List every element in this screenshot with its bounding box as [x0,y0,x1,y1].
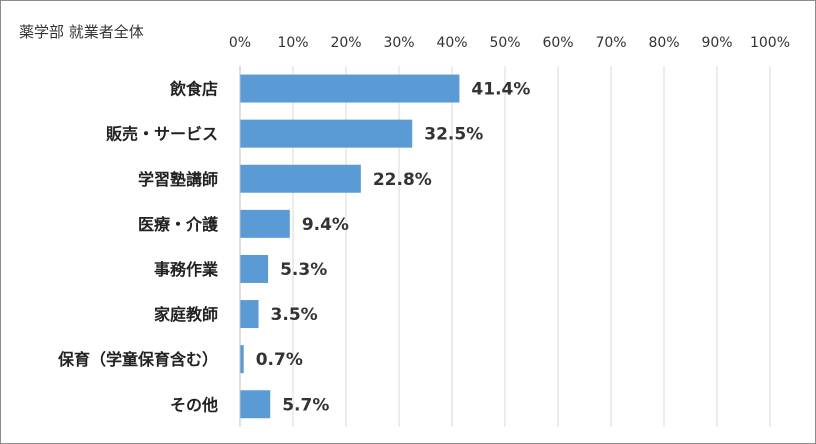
x-tick-label: 80% [648,35,679,51]
category-label: 事務作業 [154,260,219,279]
x-tick-label: 100% [750,35,790,51]
category-label: 学習塾講師 [138,170,218,189]
bar [240,345,244,374]
bar [240,390,271,419]
x-tick-label: 0% [229,35,251,51]
x-tick-label: 10% [277,35,308,51]
chart-title: 薬学部 就業者全体 [19,23,144,41]
x-tick-label: 50% [489,35,520,51]
data-label: 5.3% [280,260,327,280]
bar [240,74,460,103]
category-label: その他 [170,395,218,414]
bar [240,164,361,193]
x-tick-label: 40% [436,35,467,51]
category-label: 飲食店 [169,80,218,99]
data-label: 0.7% [256,350,303,370]
data-label: 22.8% [373,170,432,190]
x-tick-label: 90% [701,35,732,51]
data-label: 3.5% [271,305,318,325]
category-label: 家庭教師 [154,305,218,324]
category-label: 保育（学童保育含む） [57,350,218,369]
data-label: 9.4% [302,215,349,235]
data-label: 5.7% [282,395,329,415]
x-tick-label: 20% [330,35,361,51]
data-label: 32.5% [424,125,483,145]
bar [240,209,290,238]
category-label: 医療・介護 [138,215,219,234]
x-tick-label: 70% [595,35,626,51]
bar [240,300,259,329]
x-tick-label: 60% [542,35,573,51]
category-label: 販売・サービス [106,125,218,144]
bar [240,119,413,148]
bar [240,254,269,283]
x-tick-label: 30% [383,35,414,51]
data-label: 41.4% [471,80,530,100]
